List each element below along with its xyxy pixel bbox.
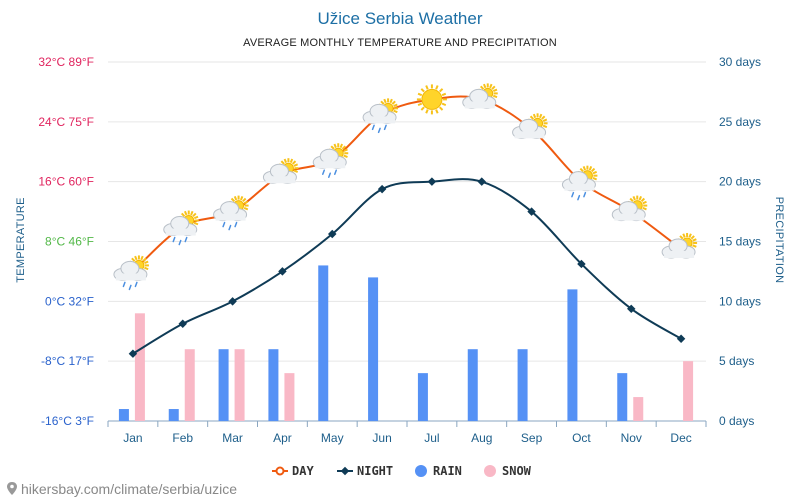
temperature-lines: [128, 95, 686, 358]
x-tick-label: Nov: [621, 431, 642, 445]
rain-bar: [417, 373, 428, 421]
location-pin-icon: [7, 482, 17, 495]
source-link[interactable]: hikersbay.com/climate/serbia/uzice: [21, 481, 237, 497]
rain-bar: [567, 289, 578, 421]
rain-bar: [118, 409, 129, 421]
left-tick-label: 32°C 89°F: [38, 55, 94, 69]
chart-title: Užice Serbia Weather: [317, 9, 482, 28]
legend: DAY NIGHT RAIN SNOW: [272, 464, 532, 478]
left-axis-title: TEMPERATURE: [15, 197, 27, 283]
night-point: [228, 297, 237, 306]
right-tick-label: 15 days: [719, 235, 761, 249]
legend-item-rain[interactable]: RAIN: [415, 464, 462, 478]
legend-label: DAY: [292, 464, 314, 478]
x-tick-label: Mar: [222, 431, 243, 445]
night-point: [328, 229, 337, 239]
snow-bar: [633, 397, 644, 421]
rain-bar: [218, 349, 229, 421]
partly-cloudy-icon: [512, 113, 548, 139]
partly-cloudy-icon: [611, 195, 648, 222]
partly-cloudy-icon: [462, 83, 498, 109]
right-tick-label: 20 days: [719, 175, 761, 189]
grid-lines: [108, 61, 706, 422]
rain-bar: [617, 373, 628, 421]
x-tick-label: May: [321, 431, 344, 445]
partly-cloudy-icon: [262, 158, 299, 184]
snow-bar: [184, 349, 195, 421]
right-tick-label: 5 days: [719, 354, 754, 368]
partly-cloudy-rain-icon: [362, 98, 399, 134]
precipitation-bars: [118, 265, 694, 421]
left-tick-label: 8°C 46°F: [45, 235, 94, 249]
source-credit[interactable]: hikersbay.com/climate/serbia/uzice: [7, 481, 237, 497]
left-axis-ticks: 32°C 89°F 24°C 75°F 16°C 60°F 8°C 46°F 0°C 3…: [38, 55, 94, 428]
rain-bar: [368, 277, 379, 421]
snow-bar: [234, 349, 245, 421]
snow-bar: [683, 361, 694, 421]
night-point: [178, 319, 187, 329]
left-tick-label: -8°C 17°F: [41, 354, 94, 368]
x-tick-label: Aug: [471, 431, 492, 445]
night-point: [377, 184, 387, 194]
night-point: [676, 334, 686, 343]
legend-label: RAIN: [433, 464, 462, 478]
rain-bar: [467, 349, 478, 421]
left-tick-label: 24°C 75°F: [38, 115, 94, 129]
sun-icon: [416, 84, 447, 115]
legend-item-day[interactable]: DAY: [272, 464, 314, 478]
rain-bar: [168, 409, 179, 421]
night-temperature-line: [132, 178, 682, 355]
night-point: [577, 259, 586, 269]
x-tick-label: Dec: [670, 431, 691, 445]
legend-item-snow[interactable]: SNOW: [484, 464, 532, 478]
x-tick-label: Sep: [521, 431, 543, 445]
rain-bar: [517, 349, 528, 421]
left-tick-label: 0°C 32°F: [45, 294, 94, 308]
partly-cloudy-rain-icon: [113, 255, 149, 291]
partly-cloudy-rain-icon: [561, 165, 598, 201]
chart-subtitle: AVERAGE MONTHLY TEMPERATURE AND PRECIPIT…: [243, 37, 557, 49]
x-tick-label: Feb: [172, 431, 193, 445]
x-tick-label: Jan: [123, 431, 142, 445]
right-tick-label: 25 days: [719, 115, 761, 129]
night-point: [278, 267, 287, 276]
night-point: [427, 177, 437, 186]
right-axis-ticks: 30 days 25 days 20 days 15 days 10 days 5 day…: [719, 55, 761, 428]
left-tick-label: 16°C 60°F: [38, 175, 94, 189]
x-tick-label: Oct: [572, 431, 591, 445]
right-tick-label: 10 days: [719, 294, 761, 308]
x-tick-label: Apr: [273, 431, 292, 445]
partly-cloudy-rain-icon: [213, 195, 249, 231]
left-tick-label: -16°C 3°F: [41, 414, 94, 428]
partly-cloudy-rain-icon: [163, 210, 199, 246]
snow-bar: [284, 373, 295, 421]
night-point: [627, 304, 636, 314]
x-tick-label: Jun: [372, 431, 391, 445]
day-temperature-line: [132, 95, 682, 273]
x-tick-label: Jul: [424, 431, 439, 445]
right-tick-label: 30 days: [719, 55, 761, 69]
rain-bar: [318, 265, 329, 421]
partly-cloudy-rain-icon: [312, 143, 349, 178]
x-axis-ticks: Jan Feb Mar Apr May Jun Jul Aug Sep Oct Nov Dec: [107, 421, 707, 445]
night-point: [477, 177, 486, 186]
night-point: [128, 349, 138, 358]
weather-icons: [113, 83, 698, 291]
right-axis-title: PRECIPITATION: [773, 197, 785, 284]
rain-bar: [268, 349, 279, 421]
snow-bar: [134, 313, 145, 421]
right-tick-label: 0 days: [719, 414, 754, 428]
legend-label: SNOW: [502, 464, 532, 478]
legend-item-night[interactable]: NIGHT: [337, 464, 393, 478]
legend-label: NIGHT: [357, 464, 393, 478]
partly-cloudy-icon: [661, 232, 698, 259]
